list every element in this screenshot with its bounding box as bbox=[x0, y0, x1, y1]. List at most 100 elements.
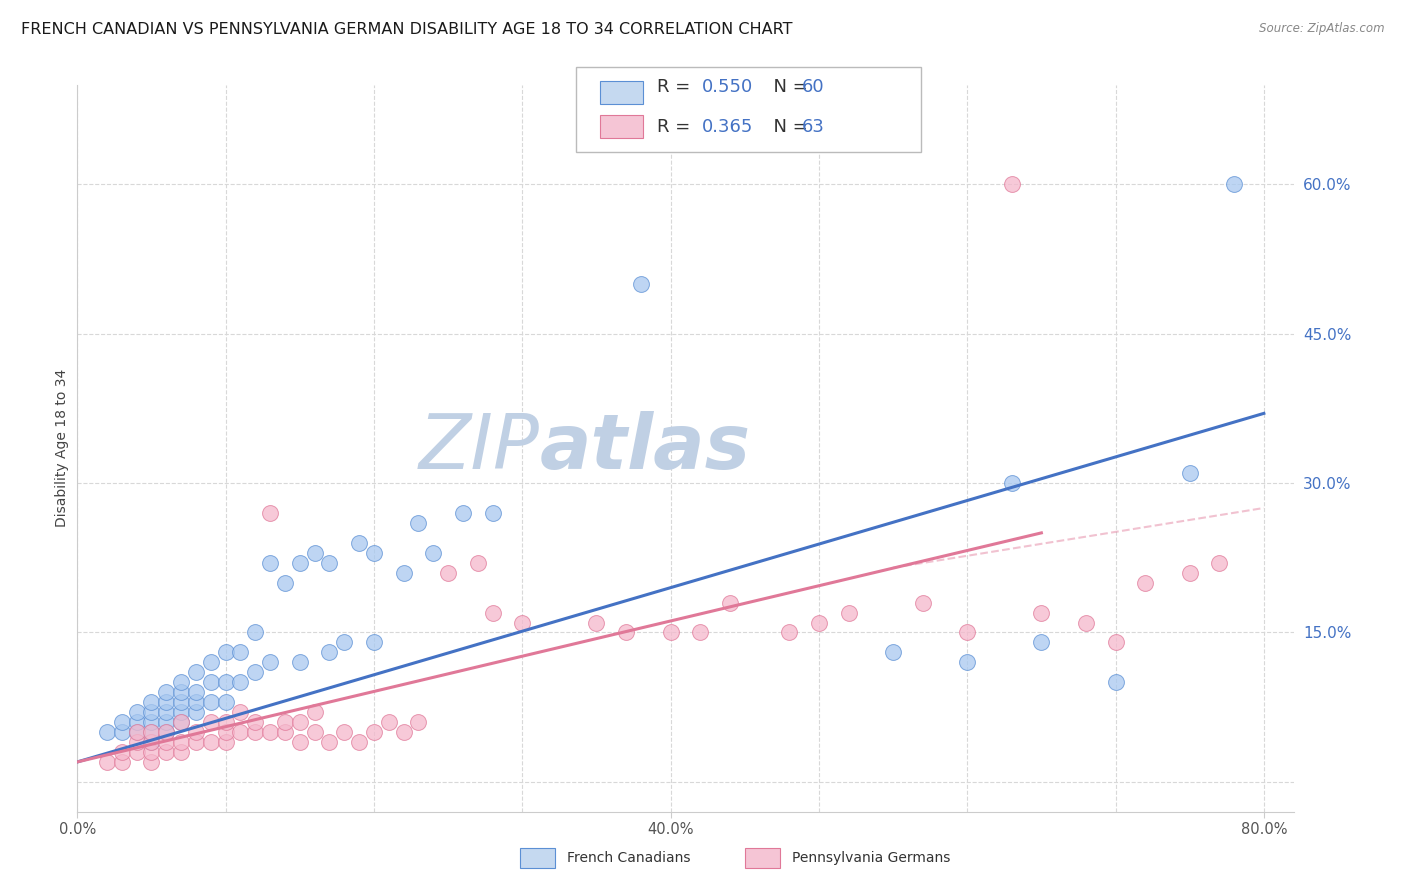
Point bbox=[510, 615, 533, 630]
Point bbox=[155, 715, 177, 730]
Point bbox=[141, 725, 163, 739]
Point bbox=[1178, 466, 1201, 480]
Point bbox=[318, 556, 340, 570]
Point bbox=[141, 695, 163, 709]
Point bbox=[1001, 178, 1024, 192]
Point bbox=[200, 695, 222, 709]
Point bbox=[170, 695, 193, 709]
Point bbox=[141, 745, 163, 759]
Point bbox=[229, 725, 252, 739]
Point bbox=[170, 715, 193, 730]
Text: 0.550: 0.550 bbox=[702, 78, 752, 95]
Point bbox=[347, 536, 370, 550]
Point bbox=[1178, 566, 1201, 580]
Point bbox=[141, 755, 163, 769]
Point bbox=[125, 735, 148, 749]
Point bbox=[274, 725, 297, 739]
Point bbox=[333, 725, 356, 739]
Text: N =: N = bbox=[762, 78, 814, 95]
Point bbox=[304, 546, 326, 560]
Point bbox=[214, 735, 236, 749]
Point bbox=[214, 645, 236, 659]
Point bbox=[911, 596, 934, 610]
Point bbox=[141, 735, 163, 749]
Point bbox=[422, 546, 444, 560]
Point bbox=[184, 725, 207, 739]
Point bbox=[214, 695, 236, 709]
Text: 0.365: 0.365 bbox=[702, 118, 754, 136]
Point bbox=[155, 735, 177, 749]
Point bbox=[125, 705, 148, 719]
Point bbox=[274, 715, 297, 730]
Point bbox=[184, 695, 207, 709]
Point bbox=[259, 556, 281, 570]
Point bbox=[288, 715, 311, 730]
Point bbox=[304, 725, 326, 739]
Point bbox=[141, 735, 163, 749]
Point bbox=[155, 725, 177, 739]
Point bbox=[184, 735, 207, 749]
Point bbox=[1001, 476, 1024, 491]
Text: R =: R = bbox=[657, 78, 696, 95]
Point bbox=[170, 675, 193, 690]
Point bbox=[363, 635, 385, 649]
Point bbox=[1223, 178, 1246, 192]
Point bbox=[288, 656, 311, 670]
Point bbox=[408, 715, 430, 730]
Point bbox=[184, 705, 207, 719]
Point bbox=[1135, 575, 1157, 590]
Point bbox=[125, 745, 148, 759]
Point bbox=[245, 625, 267, 640]
Point bbox=[111, 725, 134, 739]
Point bbox=[333, 635, 356, 649]
Point bbox=[363, 725, 385, 739]
Point bbox=[451, 506, 474, 520]
Point bbox=[778, 625, 800, 640]
Point bbox=[838, 606, 860, 620]
Point bbox=[200, 675, 222, 690]
Text: 60: 60 bbox=[801, 78, 824, 95]
Point bbox=[437, 566, 460, 580]
Point bbox=[392, 725, 415, 739]
Point bbox=[125, 715, 148, 730]
Point bbox=[155, 685, 177, 699]
Point bbox=[392, 566, 415, 580]
Point bbox=[184, 685, 207, 699]
Point bbox=[1031, 635, 1053, 649]
Point bbox=[659, 625, 682, 640]
Point bbox=[363, 546, 385, 560]
Text: Pennsylvania Germans: Pennsylvania Germans bbox=[792, 851, 950, 865]
Point bbox=[155, 695, 177, 709]
Text: ZIP: ZIP bbox=[419, 411, 540, 485]
Point bbox=[956, 625, 979, 640]
Point bbox=[807, 615, 830, 630]
Point bbox=[229, 675, 252, 690]
Text: N =: N = bbox=[762, 118, 814, 136]
Point bbox=[1104, 675, 1126, 690]
Point bbox=[956, 656, 979, 670]
Point bbox=[259, 506, 281, 520]
Point bbox=[184, 665, 207, 680]
Point bbox=[229, 645, 252, 659]
Point bbox=[718, 596, 741, 610]
Text: R =: R = bbox=[657, 118, 696, 136]
Point bbox=[288, 735, 311, 749]
Text: FRENCH CANADIAN VS PENNSYLVANIA GERMAN DISABILITY AGE 18 TO 34 CORRELATION CHART: FRENCH CANADIAN VS PENNSYLVANIA GERMAN D… bbox=[21, 22, 793, 37]
Point bbox=[111, 745, 134, 759]
Point bbox=[245, 665, 267, 680]
Point bbox=[259, 725, 281, 739]
Point bbox=[155, 745, 177, 759]
Point bbox=[304, 705, 326, 719]
Point bbox=[170, 735, 193, 749]
Point bbox=[259, 656, 281, 670]
Point bbox=[689, 625, 711, 640]
Point bbox=[214, 715, 236, 730]
Point bbox=[1031, 606, 1053, 620]
Point bbox=[170, 745, 193, 759]
Point bbox=[155, 725, 177, 739]
Point bbox=[318, 735, 340, 749]
Point bbox=[245, 715, 267, 730]
Point bbox=[378, 715, 401, 730]
Text: Source: ZipAtlas.com: Source: ZipAtlas.com bbox=[1260, 22, 1385, 36]
Point bbox=[229, 705, 252, 719]
